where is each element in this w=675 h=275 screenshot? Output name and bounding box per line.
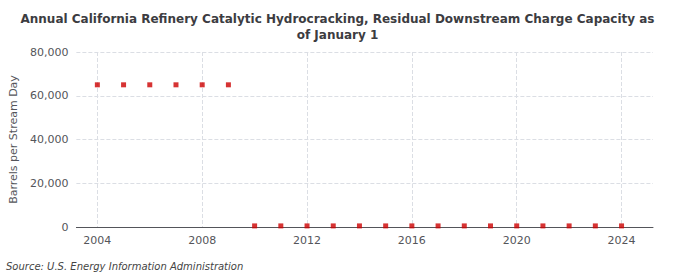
svg-text:0: 0: [61, 221, 68, 234]
svg-text:2004: 2004: [83, 234, 111, 247]
svg-text:of January 1: of January 1: [297, 28, 379, 42]
svg-text:Source: U.S. Energy Informatio: Source: U.S. Energy Information Administ…: [6, 261, 243, 272]
svg-text:20,000: 20,000: [30, 177, 69, 190]
svg-text:60,000: 60,000: [30, 89, 69, 102]
svg-text:2024: 2024: [608, 234, 636, 247]
svg-text:Annual California Refinery Cat: Annual California Refinery Catalytic Hyd…: [20, 12, 654, 26]
svg-text:80,000: 80,000: [30, 46, 69, 59]
svg-text:40,000: 40,000: [30, 133, 69, 146]
svg-text:2008: 2008: [188, 234, 216, 247]
svg-text:2020: 2020: [503, 234, 531, 247]
svg-text:Barrels per Stream Day: Barrels per Stream Day: [7, 75, 20, 204]
svg-text:2016: 2016: [398, 234, 426, 247]
svg-text:2012: 2012: [293, 234, 321, 247]
